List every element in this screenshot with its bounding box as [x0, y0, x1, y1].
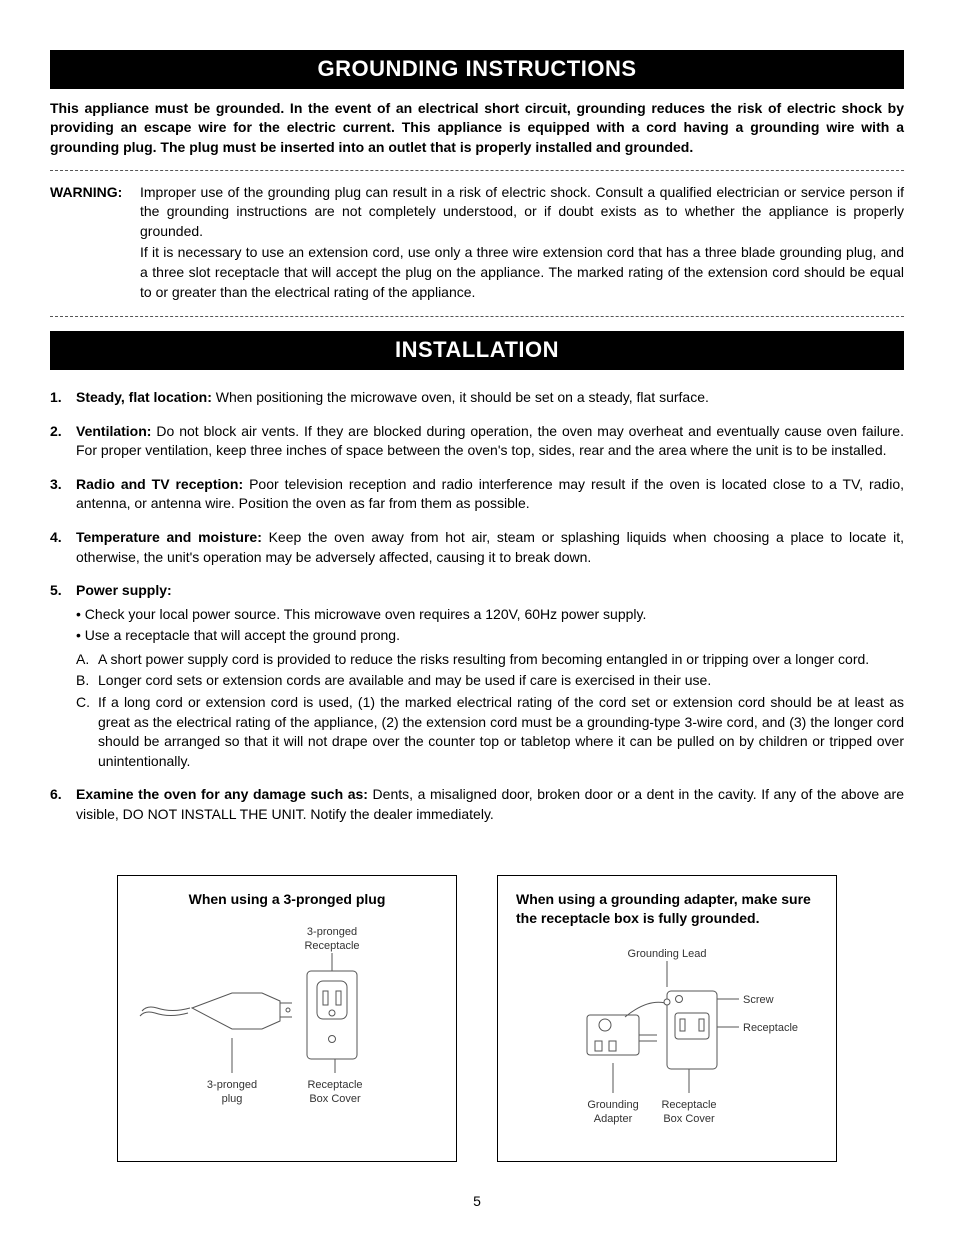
section-header-grounding: GROUNDING INSTRUCTIONS — [50, 50, 904, 89]
list-item: 4. Temperature and moisture: Keep the ov… — [50, 528, 904, 567]
item-body: When positioning the microwave oven, it … — [212, 389, 709, 405]
warning-box: WARNING: Improper use of the grounding p… — [50, 170, 904, 318]
label: Box Cover — [309, 1093, 361, 1105]
letter-text: Longer cord sets or extension cords are … — [98, 672, 711, 688]
list-item: 6. Examine the oven for any damage such … — [50, 785, 904, 824]
label: Receptacle — [307, 1079, 362, 1091]
letter-item: B. Longer cord sets or extension cords ar… — [76, 671, 904, 691]
installation-list: 1. Steady, flat location: When positioni… — [50, 388, 904, 825]
label: Grounding Lead — [628, 948, 707, 960]
label: 3-pronged — [307, 926, 357, 938]
warning-label: WARNING: — [50, 183, 140, 305]
adapter-diagram-icon: Grounding Lead — [517, 943, 817, 1143]
bullet: • Use a receptacle that will accept the … — [76, 626, 904, 646]
item-title: Radio and TV reception: — [76, 476, 243, 492]
item-title: Ventilation: — [76, 423, 151, 439]
diagram-adapter: When using a grounding adapter, make sur… — [497, 875, 837, 1162]
diagram-title: When using a 3-pronged plug — [136, 890, 438, 910]
label: 3-pronged — [207, 1079, 257, 1091]
bullet: • Check your local power source. This mi… — [76, 605, 904, 625]
item-body: Do not block air vents. If they are bloc… — [76, 423, 904, 459]
letter-text: If a long cord or extension cord is used… — [98, 694, 904, 769]
letter-label: B. — [76, 671, 89, 691]
item-title: Steady, flat location: — [76, 389, 212, 405]
label: Receptacle — [304, 940, 359, 952]
list-item: 2. Ventilation: Do not block air vents. … — [50, 422, 904, 461]
warning-text: Improper use of the grounding plug can r… — [140, 183, 904, 305]
label: Receptacle — [743, 1022, 798, 1034]
letter-item: A. A short power supply cord is provided … — [76, 650, 904, 670]
list-item: 1. Steady, flat location: When positioni… — [50, 388, 904, 408]
label: Grounding — [587, 1099, 638, 1111]
grounding-intro: This appliance must be grounded. In the … — [50, 99, 904, 158]
label: Receptacle — [661, 1099, 716, 1111]
plug-diagram-icon: 3-pronged Receptacle — [137, 923, 437, 1123]
diagrams-row: When using a 3-pronged plug 3-pronged Re… — [50, 875, 904, 1162]
item-title: Temperature and moisture: — [76, 529, 262, 545]
label: plug — [222, 1093, 243, 1105]
item-title: Power supply: — [76, 582, 172, 598]
letter-text: A short power supply cord is provided to… — [98, 651, 869, 667]
item-number: 6. — [50, 785, 62, 805]
letter-item: C. If a long cord or extension cord is us… — [76, 693, 904, 771]
letter-label: A. — [76, 650, 89, 670]
diagram-3prong: When using a 3-pronged plug 3-pronged Re… — [117, 875, 457, 1162]
list-item: 3. Radio and TV reception: Poor televisi… — [50, 475, 904, 514]
item-title: Examine the oven for any damage such as: — [76, 786, 368, 802]
list-item: 5. Power supply: • Check your local powe… — [50, 581, 904, 771]
warning-p1: Improper use of the grounding plug can r… — [140, 183, 904, 242]
sub-letters: A. A short power supply cord is provided … — [76, 650, 904, 772]
item-number: 4. — [50, 528, 62, 548]
sub-bullets: • Check your local power source. This mi… — [76, 605, 904, 646]
item-number: 3. — [50, 475, 62, 495]
label: Adapter — [594, 1113, 633, 1125]
item-number: 5. — [50, 581, 62, 601]
section-header-installation: INSTALLATION — [50, 331, 904, 370]
page-number: 5 — [50, 1192, 904, 1212]
label: Box Cover — [663, 1113, 715, 1125]
letter-label: C. — [76, 693, 90, 713]
label: Screw — [743, 994, 774, 1006]
diagram-title: When using a grounding adapter, make sur… — [516, 890, 818, 929]
item-number: 1. — [50, 388, 62, 408]
warning-p2: If it is necessary to use an extension c… — [140, 243, 904, 302]
item-number: 2. — [50, 422, 62, 442]
